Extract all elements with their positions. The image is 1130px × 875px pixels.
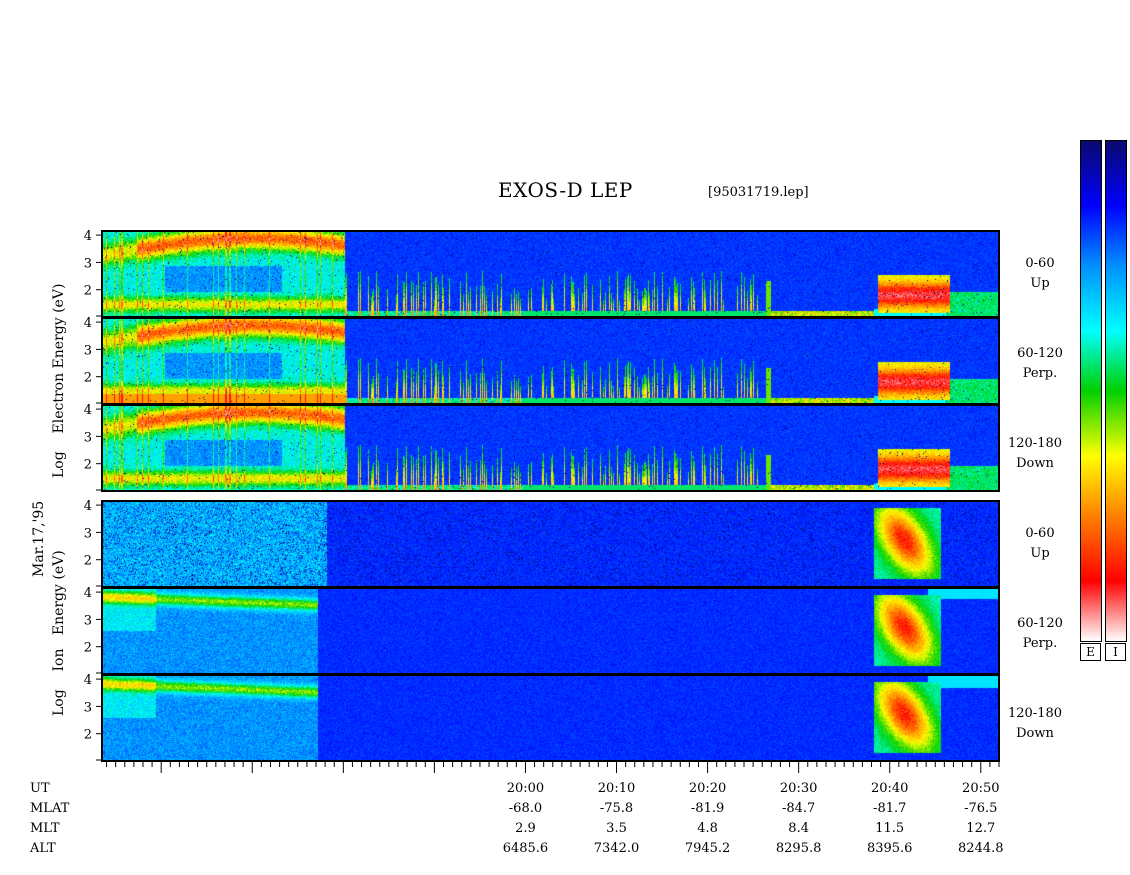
electron-axis-word-1: Log [51, 451, 67, 478]
y-tick-label: 2 [84, 284, 92, 299]
ephem-mlt-value: 12.7 [966, 821, 996, 836]
y-tick-label: 4 [84, 229, 92, 244]
y-tick-label: 3 [84, 430, 92, 445]
chart-title: EXOS-D LEP [498, 178, 633, 202]
ephem-alt-value: 8244.8 [958, 841, 1004, 856]
channel-label-ion-up: 0-60 Up [1025, 526, 1055, 561]
y-tick-label: 2 [84, 554, 92, 569]
ephem-mlat-value: -68.0 [508, 801, 543, 816]
y-tick-label: 3 [84, 700, 92, 715]
chart-subtitle: [95031719.lep] [708, 185, 809, 200]
ephem-label-alt: ALT [30, 841, 56, 856]
ephem-ut-value: 20:50 [962, 781, 1000, 796]
ephem-label-mlat: MLAT [30, 801, 70, 816]
panel-frame [101, 587, 1000, 675]
colorbar-electron-label: E [1080, 643, 1101, 661]
ion-axis-word-4: (eV) [51, 550, 67, 580]
ephem-label-mlt: MLT [30, 821, 60, 836]
ephem-ut-value: 20:10 [597, 781, 636, 796]
ephem-alt-value: 6485.6 [502, 841, 549, 856]
channel-label-electron-up: 0-60 Up [1025, 256, 1055, 291]
channel-label-electron-down: 120-180 Down [1007, 436, 1063, 471]
ephem-mlat-value: -76.5 [964, 801, 998, 816]
y-tick-label: 4 [84, 316, 92, 331]
ephem-ut-value: 20:30 [779, 781, 818, 796]
electron-axis-word-2: Electron [51, 372, 67, 434]
date-label: Mar.17,'95 [31, 500, 47, 577]
ephem-mlat-value: -84.7 [781, 801, 816, 816]
ephem-ut-value: 20:20 [688, 781, 727, 796]
colorbar-ion-label: I [1105, 643, 1126, 661]
y-tick-label: 3 [84, 256, 92, 271]
ephem-mlt-value: 4.8 [697, 821, 718, 836]
panel-frame [101, 230, 1000, 318]
y-tick-label: 4 [84, 499, 92, 514]
y-tick-label: 3 [84, 613, 92, 628]
ion-axis-word-2: Ion [51, 648, 67, 672]
ephem-label-ut: UT [30, 781, 50, 796]
spectrogram-electron-up [102, 231, 999, 317]
y-tick-label: 2 [84, 641, 92, 656]
electron-axis-label: Log Electron Energy (eV) [51, 284, 67, 478]
colorbar-electron [1080, 140, 1102, 642]
electron-axis-word-4: (eV) [51, 283, 67, 313]
ephem-mlat-value: -75.8 [599, 801, 634, 816]
ephem-mlt-value: 8.4 [788, 821, 809, 836]
ephem-mlt-value: 11.5 [875, 821, 905, 836]
ion-axis-word-1: Log [51, 689, 67, 716]
panel-frame [101, 674, 1000, 762]
y-tick-label: 3 [84, 343, 92, 358]
spectrogram-electron-down [102, 405, 999, 491]
channel-label-ion-perp: 60-120 Perp. [1017, 616, 1063, 651]
spectrogram-ion-down [102, 675, 999, 761]
y-tick-label: 3 [84, 526, 92, 541]
colorbar-ion [1105, 140, 1127, 642]
ephem-ut-value: 20:00 [506, 781, 545, 796]
y-tick-label: 2 [84, 371, 92, 386]
ephem-ut-value: 20:40 [870, 781, 909, 796]
y-tick-label: 2 [84, 728, 92, 743]
y-tick-label: 2 [84, 458, 92, 473]
ephem-mlt-value: 2.9 [515, 821, 536, 836]
panel-frame [101, 404, 1000, 492]
panel-frame [101, 500, 1000, 588]
ephem-alt-value: 8395.6 [866, 841, 913, 856]
spectrogram-ion-perp [102, 588, 999, 674]
ephem-mlat-value: -81.7 [873, 801, 907, 816]
y-tick-label: 4 [84, 586, 92, 601]
channel-label-electron-perp: 60-120 Perp. [1017, 346, 1063, 381]
panel-frame [101, 317, 1000, 405]
ephem-alt-value: 8295.8 [775, 841, 822, 856]
ephem-mlt-value: 3.5 [606, 821, 627, 836]
ion-axis-word-3: Energy [51, 584, 67, 636]
y-tick-label: 4 [84, 403, 92, 418]
ephem-mlat-value: -81.9 [690, 801, 725, 816]
ephem-alt-value: 7342.0 [593, 841, 640, 856]
electron-axis-word-3: Energy [51, 317, 67, 369]
y-tick-label: 4 [84, 673, 92, 688]
spectrogram-ion-up [102, 501, 999, 587]
ion-axis-label: Log Ion Energy (eV) [51, 550, 67, 716]
spectrogram-electron-perp [102, 318, 999, 404]
ephem-alt-value: 7945.2 [684, 841, 731, 856]
channel-label-ion-down: 120-180 Down [1007, 706, 1063, 741]
